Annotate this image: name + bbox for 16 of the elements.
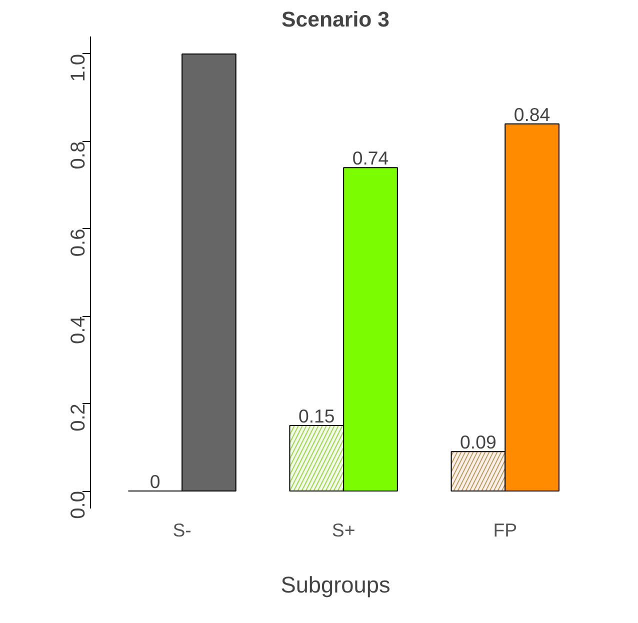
y-tick-label: 0.4 bbox=[68, 316, 90, 344]
y-tick-label: 0.0 bbox=[68, 491, 90, 519]
x-tick-label: S+ bbox=[332, 520, 356, 540]
y-tick-label: 1.0 bbox=[68, 54, 90, 82]
x-axis-title: Subgroups bbox=[280, 572, 390, 598]
data-label: 0.84 bbox=[514, 104, 550, 125]
data-label: 0.15 bbox=[298, 405, 335, 426]
data-label: 0.74 bbox=[352, 148, 389, 169]
x-tick-label: S- bbox=[172, 520, 192, 540]
chart-title: Scenario 3 bbox=[282, 8, 390, 32]
x-tick-label: FP bbox=[493, 520, 518, 540]
data-label: 0.09 bbox=[460, 432, 496, 453]
y-tick-label: 0.6 bbox=[68, 228, 90, 257]
y-tick-label: 0.2 bbox=[68, 404, 90, 432]
y-tick-label: 0.8 bbox=[68, 141, 90, 170]
data-label: 0 bbox=[150, 471, 160, 492]
